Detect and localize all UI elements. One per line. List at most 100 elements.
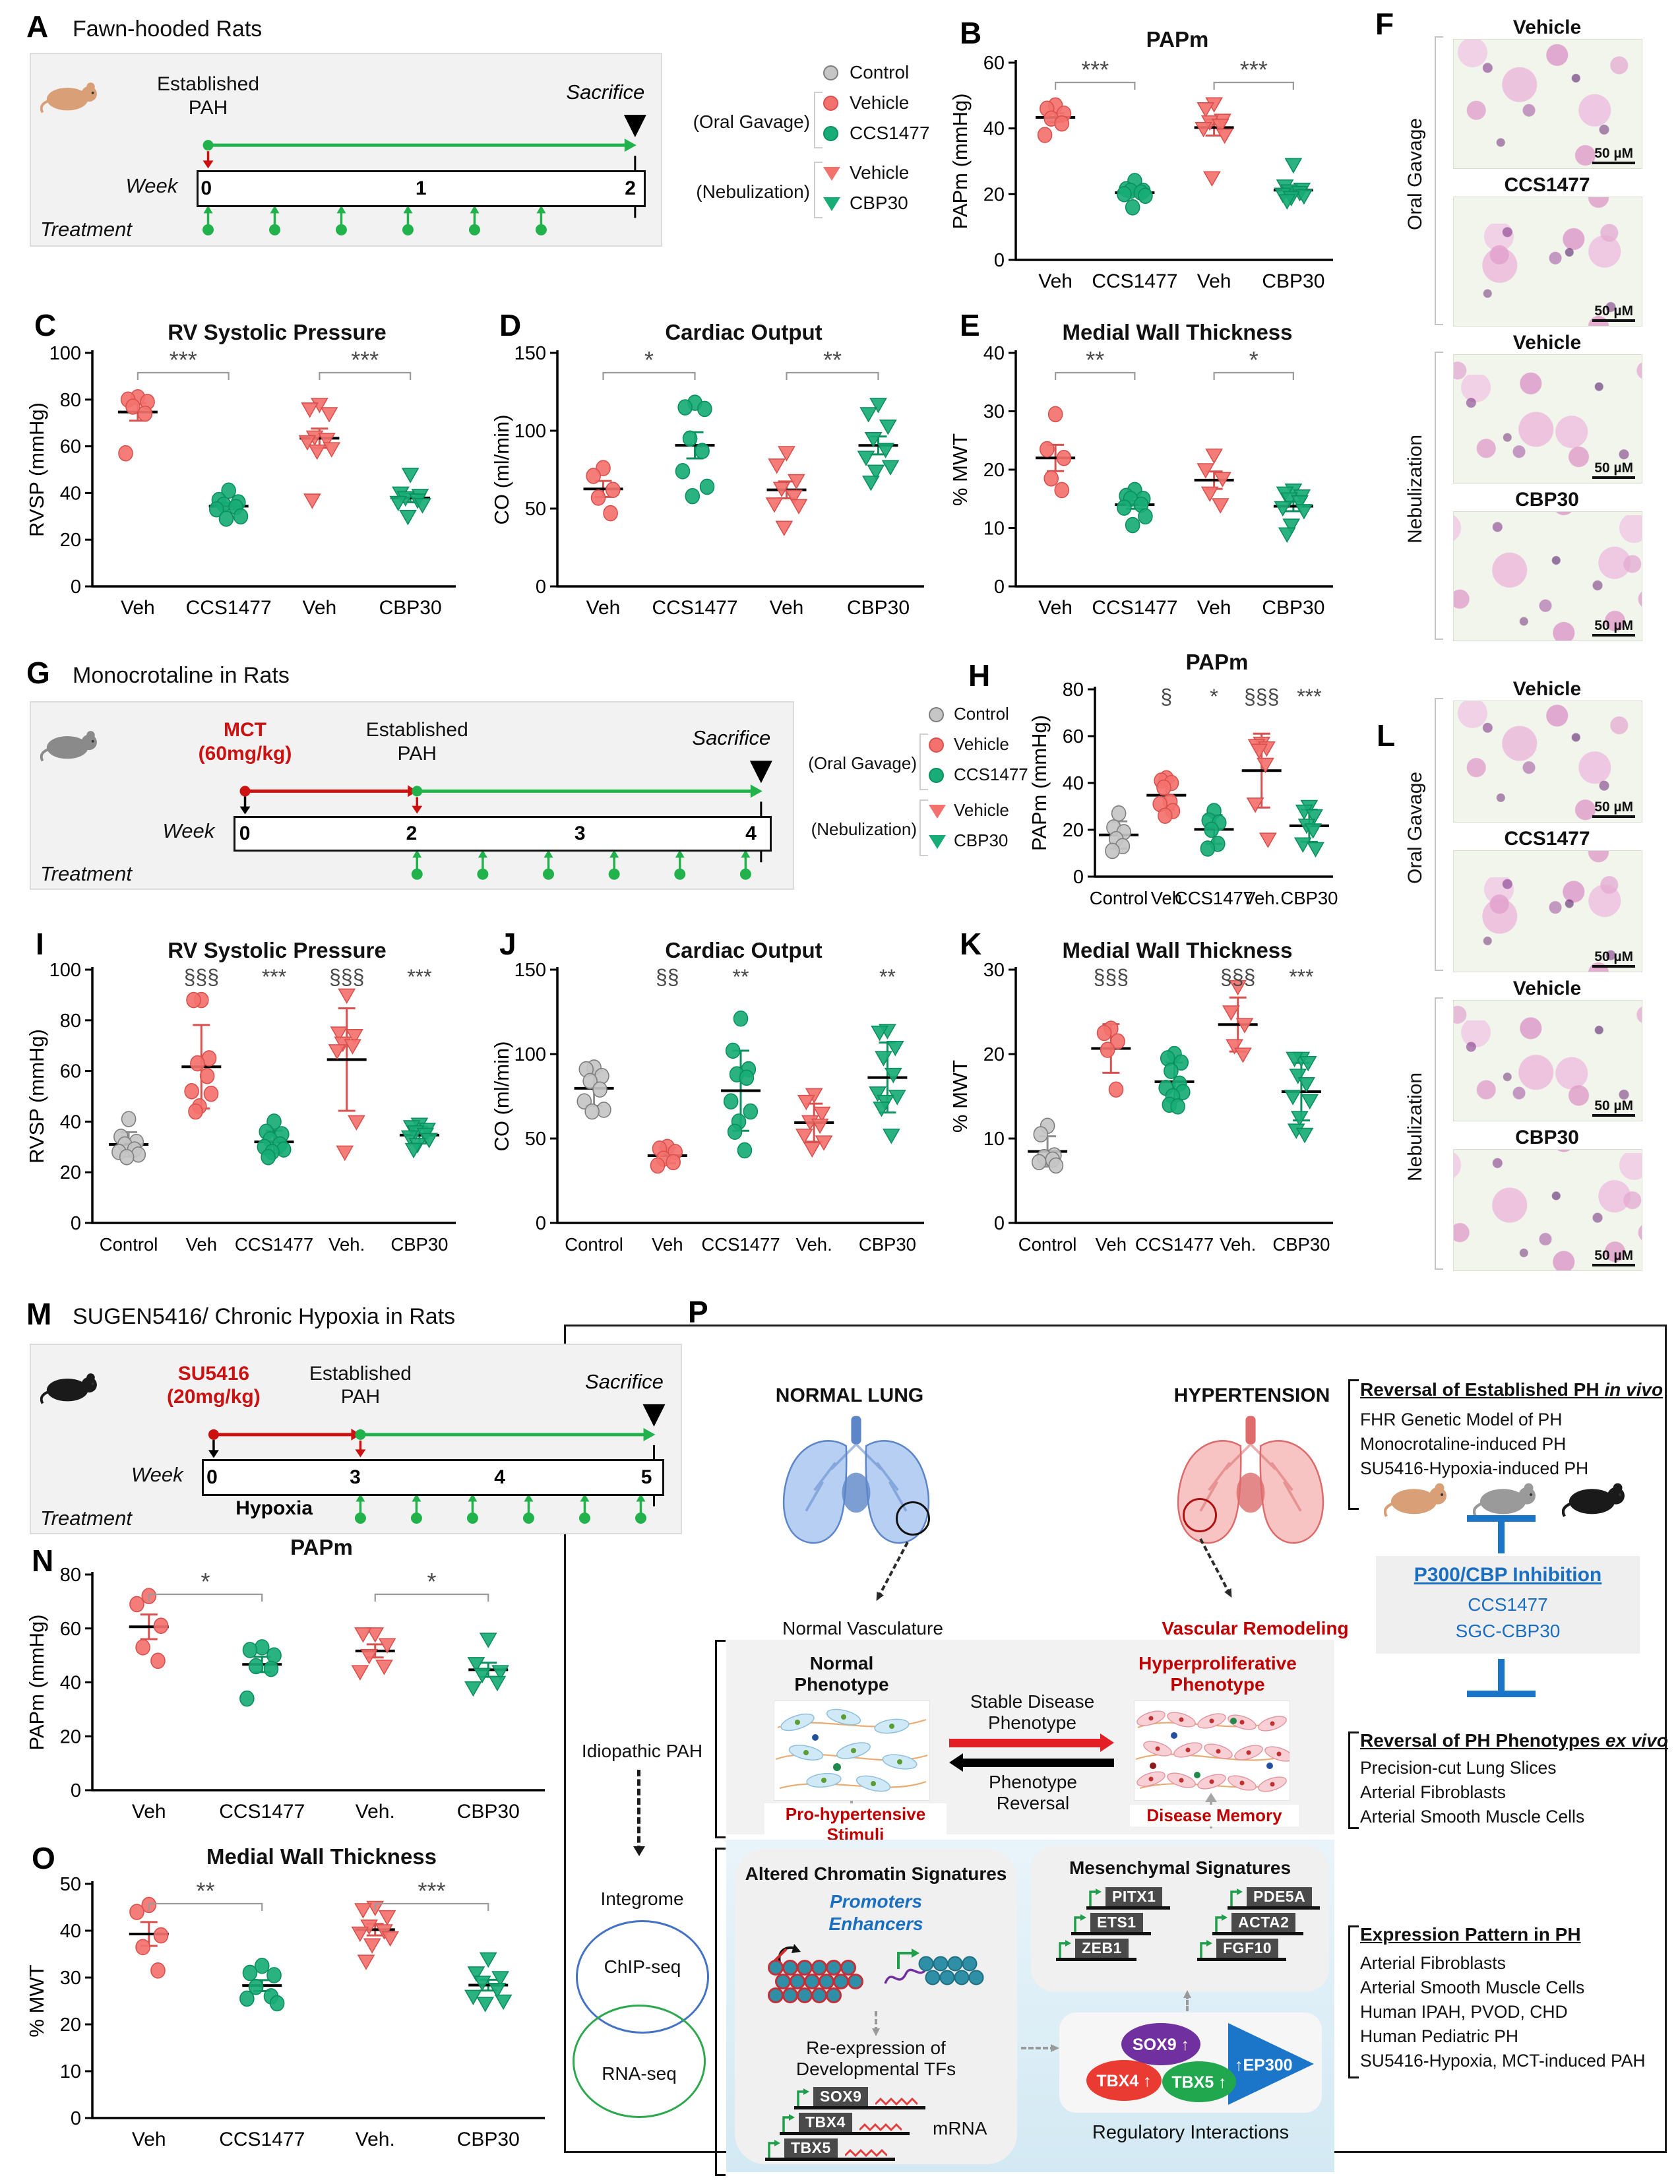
histology-image: 50 µM (1453, 999, 1642, 1122)
green-circle-icon (823, 126, 838, 141)
timeline-su5416: 0 3 4 5 Week Treatment Established PAH SU5416 (… (30, 1344, 682, 1534)
week-number: 5 (640, 1466, 652, 1488)
svg-text:0: 0 (71, 577, 81, 598)
svg-text:CCS1477: CCS1477 (219, 1801, 305, 1823)
exvivo-header-italic: ex vivo (1605, 1730, 1668, 1751)
svg-text:*: * (1249, 346, 1259, 373)
mesenchymal-title: Mesenchymal Signatures (1069, 1857, 1291, 1878)
svg-text:*: * (644, 346, 654, 373)
chart-H: 0 20 40 60 80 PAPm (mmHg) Control § Veh * CCS1477 §… (1028, 679, 1338, 908)
histology-label: Vehicle (1512, 678, 1582, 700)
expression-header: Expression Pattern in PH (1360, 1924, 1581, 1945)
legend-oral-nebulization: Control Vehicle CCS1477 Vehicle CBP30 (Oral G… (799, 704, 1028, 883)
timeline-fhr: 0 1 2 Week Treatment Established PAH Sacrifice (30, 53, 662, 247)
gene-promoter-arrow-icon (1200, 1940, 1212, 1958)
svg-text:SOX9 ↑: SOX9 ↑ (1133, 2036, 1189, 2054)
route-label: Nebulization (1404, 1072, 1426, 1181)
svg-text:80: 80 (1063, 679, 1084, 701)
svg-text:CBP30: CBP30 (457, 2129, 520, 2150)
rat-icon (40, 730, 97, 762)
svg-text:0: 0 (1073, 867, 1084, 888)
svg-text:0: 0 (536, 1213, 546, 1234)
svg-text:Veh.: Veh. (1243, 888, 1280, 908)
inhibition-stem (1498, 1522, 1505, 1553)
red-triangle-icon (929, 805, 946, 819)
induction-label: MCT (60mg/kg) (198, 719, 292, 764)
hypoxia-label: Hypoxia (235, 1497, 313, 1519)
panel-letter: N (32, 1544, 54, 1578)
svg-text:§§§: §§§ (1244, 685, 1279, 708)
legend-item-label: CCS1477 (850, 123, 930, 143)
svg-text:30: 30 (60, 1968, 81, 1989)
histology-label: Vehicle (1512, 16, 1582, 38)
svg-text:CCS1477: CCS1477 (652, 597, 737, 619)
svg-text:10: 10 (983, 518, 1005, 540)
inhibition-bar-top (1467, 1515, 1536, 1522)
panel-letter: L (1377, 718, 1396, 753)
panel-letter: I (36, 927, 44, 961)
mrna-squiggle-icon (859, 2123, 902, 2132)
week-bar: 0 1 2 (196, 170, 646, 208)
svg-text:CBP30: CBP30 (457, 1801, 520, 1823)
chart-plot: 0 20 40 60 PAPm (mmHg) Veh CCS1477 Veh CBP30 *** *… (949, 52, 1342, 297)
svg-text:**: ** (1086, 346, 1104, 373)
svg-text:***: *** (1289, 965, 1313, 989)
scale-bar: 50 µM (1592, 618, 1635, 637)
svg-text:Veh: Veh (1096, 1234, 1127, 1255)
svg-text:***: *** (418, 1877, 445, 1904)
panel-letter: J (499, 927, 516, 961)
scale-bar: 50 µM (1592, 949, 1635, 968)
svg-text:80: 80 (60, 390, 81, 411)
svg-text:CCS1477: CCS1477 (1175, 888, 1253, 908)
svg-text:CBP30: CBP30 (847, 597, 910, 619)
svg-text:***: *** (262, 965, 286, 989)
svg-text:CCS1477: CCS1477 (1135, 1234, 1214, 1255)
idiopathic-pah-label: Idiopathic PAH (581, 1741, 703, 1761)
svg-text:§§: §§ (656, 965, 679, 989)
svg-text:CBP30: CBP30 (379, 597, 442, 619)
promoters-label: Promoters (829, 1891, 923, 1912)
gene-tag-row: ETS1 (1071, 1912, 1151, 1935)
chart-plot: 0 10 20 30 40 50% MWT Veh CCS1477 Veh. CBP30 ** *** (25, 1873, 554, 2155)
svg-text:Veh: Veh (770, 597, 804, 619)
panel-letter: P (688, 1295, 708, 1329)
hypertensive-lung-illustration (1158, 1411, 1343, 1553)
svg-text:Veh.: Veh. (356, 2129, 395, 2150)
svg-text:40: 40 (983, 343, 1005, 364)
altered-chromatin-title: Altered Chromatin Signatures (745, 1863, 1007, 1884)
svg-text:100: 100 (514, 421, 546, 442)
svg-text:TBX5 ↑: TBX5 ↑ (1171, 2073, 1226, 2092)
svg-text:40: 40 (1063, 773, 1084, 794)
legend-item-label: Control (954, 704, 1009, 724)
svg-text:20: 20 (983, 1044, 1005, 1065)
histology-label: Vehicle (1512, 331, 1582, 354)
scale-bar: 50 µM (1592, 303, 1635, 322)
svg-text:Veh: Veh (1038, 597, 1073, 619)
svg-text:0: 0 (994, 577, 1005, 598)
svg-text:Control: Control (1090, 888, 1148, 908)
section-bracket (715, 1640, 726, 1838)
list-item: FHR Genetic Model of PH (1360, 1410, 1563, 1429)
histology-label: CBP30 (1515, 1127, 1579, 1149)
nucleosome-svg (768, 1944, 984, 2003)
svg-text:PAPm (mmHg): PAPm (mmHg) (1029, 715, 1051, 851)
gene-tag-row: TBX5 (765, 2138, 895, 2161)
chart-title: Cardiac Output (665, 320, 823, 344)
regulatory-svg: ↑EP300 TBX4 ↑ TBX5 ↑ SOX9 ↑ (1086, 2023, 1314, 2105)
svg-text:10: 10 (983, 1129, 1005, 1150)
timeline-graphics (202, 115, 646, 235)
normal-phenotype-label: Normal Phenotype (794, 1653, 889, 1695)
svg-text:20: 20 (983, 184, 1005, 205)
svg-text:**: ** (196, 1877, 214, 1904)
panel-i-rvsp: I RV Systolic Pressure 0 20 40 60 80 100 RVSP … (25, 917, 465, 1260)
week-label: Week (162, 819, 215, 842)
svg-text:§: § (1160, 685, 1172, 708)
svg-text:0: 0 (994, 1213, 1005, 1234)
red-triangle-icon (823, 167, 840, 181)
gray-circle-icon (929, 707, 944, 722)
svg-text:% MWT: % MWT (950, 433, 972, 506)
svg-text:Veh: Veh (303, 597, 337, 619)
scale-bar: 50 µM (1592, 146, 1635, 164)
